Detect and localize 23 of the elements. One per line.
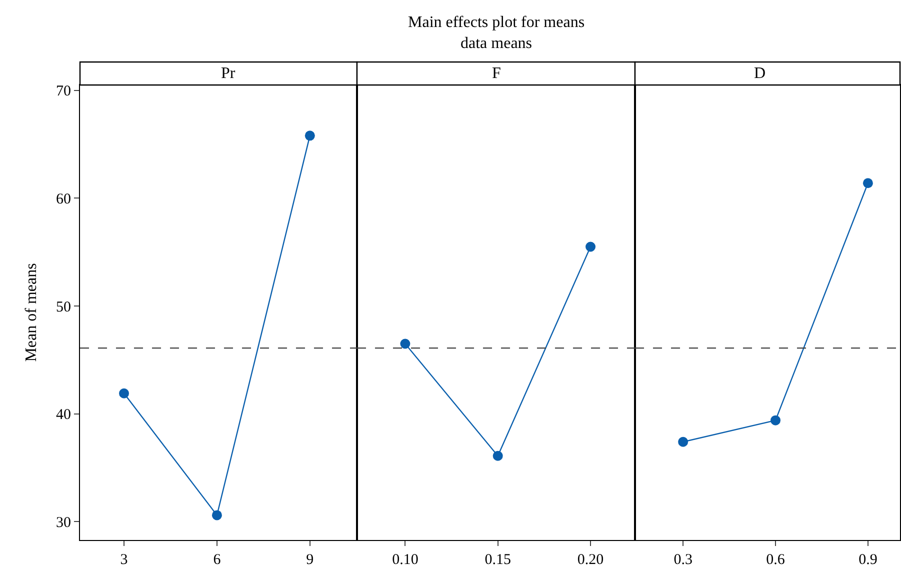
x-axis-title: F bbox=[492, 65, 501, 82]
x-axis-title: Pr bbox=[221, 65, 236, 82]
point bbox=[212, 510, 222, 520]
chart-subtitle: data means bbox=[460, 34, 532, 52]
y-tick-label: 30 bbox=[56, 514, 71, 531]
y-tick-label: 60 bbox=[56, 191, 71, 208]
x-tick-label: 3 bbox=[120, 552, 128, 568]
x-axis-title: D bbox=[754, 65, 766, 82]
chart-title: Main effects plot for means bbox=[408, 14, 585, 31]
y-tick-label: 70 bbox=[56, 84, 71, 100]
point bbox=[304, 130, 315, 141]
y-axis-title: Mean of means bbox=[22, 263, 40, 362]
y-tick-label: 50 bbox=[56, 299, 71, 316]
x-tick-label: 6 bbox=[213, 552, 222, 568]
x-tick-label: 9 bbox=[306, 552, 314, 568]
x-tick-label: 0.9 bbox=[858, 552, 878, 568]
x-tick-label: 0.20 bbox=[577, 552, 604, 568]
point bbox=[119, 388, 129, 398]
x-tick-label: 0.6 bbox=[766, 552, 786, 568]
x-tick-label: 0.15 bbox=[484, 552, 511, 568]
y-tick-label: 40 bbox=[56, 407, 71, 424]
x-tick-label: 0.10 bbox=[392, 552, 418, 568]
x-tick-label: 0.3 bbox=[674, 552, 692, 568]
